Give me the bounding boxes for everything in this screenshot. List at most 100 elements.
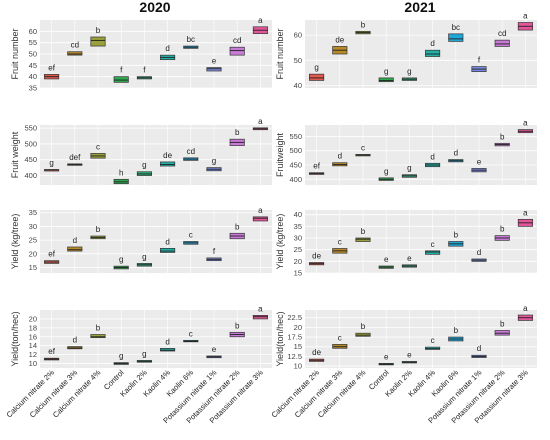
plot-background xyxy=(305,125,537,185)
significance-letter: def xyxy=(69,153,81,162)
significance-letter: e xyxy=(407,350,412,359)
y-tick-label: 60 xyxy=(294,31,302,40)
significance-letter: a xyxy=(258,117,263,126)
y-axis-label: Yield(ton/hec) xyxy=(275,311,285,366)
significance-letter: c xyxy=(189,231,193,240)
y-tick-label: 40 xyxy=(294,81,302,90)
y-tick-label: 22.5 xyxy=(287,313,302,322)
box-9 xyxy=(229,46,245,56)
panel-2021-3: 15 20 25 30 35 40 Yield (kg/tree) de c b e e c b d b a xyxy=(275,208,537,278)
y-tick-label: 12 xyxy=(29,350,37,359)
significance-letter: a xyxy=(258,206,263,215)
y-axis-label: Fruitweight xyxy=(275,132,285,177)
y-tick-label: 55 xyxy=(29,38,37,47)
y-tick-label: 12.5 xyxy=(287,352,302,361)
significance-letter: ef xyxy=(313,162,320,171)
significance-letter: d xyxy=(165,237,169,246)
significance-letter: h xyxy=(119,168,123,177)
significance-letter: g xyxy=(49,159,53,168)
significance-letter: de xyxy=(312,252,321,261)
y-tick-label: 500 xyxy=(289,146,302,155)
significance-letter: b xyxy=(96,225,101,234)
significance-letter: g xyxy=(407,164,411,173)
box-4 xyxy=(378,77,394,83)
significance-letter: cd xyxy=(71,41,79,50)
significance-letter: d xyxy=(165,44,169,53)
box-6 xyxy=(160,247,176,253)
significance-letter: a xyxy=(523,119,528,128)
significance-letter: de xyxy=(335,35,344,44)
significance-letter: b xyxy=(454,326,459,335)
significance-letter: c xyxy=(96,142,100,151)
y-tick-label: 15 xyxy=(294,342,302,351)
y-tick-label: 50 xyxy=(29,50,37,59)
significance-letter: de xyxy=(312,348,321,357)
y-axis-label: Fruit number xyxy=(275,28,285,79)
significance-letter: e xyxy=(384,255,389,264)
significance-letter: c xyxy=(189,329,193,338)
y-tick-label: 20 xyxy=(294,257,302,266)
y-tick-label: 550 xyxy=(289,132,302,141)
box-6 xyxy=(425,250,441,255)
y-tick-label: 10 xyxy=(294,362,302,371)
box-2 xyxy=(67,246,83,252)
significance-letter: a xyxy=(523,304,528,313)
significance-letter: b xyxy=(500,319,505,328)
significance-letter: ef xyxy=(48,63,55,72)
y-tick-label: 550 xyxy=(24,124,37,133)
box-3 xyxy=(90,36,106,47)
panel-2020-3: 15 20 25 30 35 Yield (kg/tree) ef d b g g d c f b a xyxy=(10,206,272,273)
y-tick-label: 400 xyxy=(24,171,37,180)
y-tick-label: 60 xyxy=(29,27,37,36)
y-tick-label: 10 xyxy=(29,359,37,368)
significance-letter: e xyxy=(384,352,389,361)
y-axis-label: Fruit weight xyxy=(10,131,20,178)
significance-letter: f xyxy=(120,66,123,75)
plot-background xyxy=(305,210,537,273)
significance-letter: d xyxy=(454,149,458,158)
significance-letter: b xyxy=(235,222,240,231)
y-axis-label: Yield (kg/tree) xyxy=(10,214,20,270)
significance-letter: d xyxy=(73,236,77,245)
box-1 xyxy=(309,73,325,81)
significance-letter: c xyxy=(431,336,435,345)
box-6 xyxy=(160,161,176,167)
panel-2021-1: 40 50 60 Fruit number g de b g g d bc f cd a xyxy=(275,12,537,90)
significance-letter: b xyxy=(235,321,240,330)
title-2021: 2021 xyxy=(404,0,435,15)
y-tick-label: 500 xyxy=(24,139,37,148)
y-tick-label: 16 xyxy=(29,332,37,341)
significance-letter: b xyxy=(454,231,459,240)
significance-letter: a xyxy=(523,208,528,217)
y-tick-label: 450 xyxy=(24,155,37,164)
y-tick-label: 450 xyxy=(289,161,302,170)
significance-letter: a xyxy=(258,16,263,25)
significance-letter: f xyxy=(213,247,216,256)
significance-letter: b xyxy=(361,322,366,331)
significance-letter: cd xyxy=(187,147,195,156)
significance-letter: g xyxy=(142,161,146,170)
y-tick-label: 17.5 xyxy=(287,333,302,342)
significance-letter: d xyxy=(430,152,434,161)
y-tick-label: 20 xyxy=(29,249,37,258)
box-7 xyxy=(448,33,464,42)
significance-letter: d xyxy=(73,336,77,345)
significance-letter: d xyxy=(338,152,342,161)
significance-letter: d xyxy=(477,248,481,257)
significance-letter: c xyxy=(361,143,365,152)
significance-letter: b xyxy=(500,225,505,234)
significance-letter: bc xyxy=(452,23,460,32)
significance-letter: g xyxy=(407,67,411,76)
plot-background xyxy=(40,125,272,185)
y-tick-label: 35 xyxy=(29,208,37,217)
box-10 xyxy=(252,216,268,222)
significance-letter: g xyxy=(119,255,123,264)
y-tick-label: 50 xyxy=(294,56,302,65)
significance-letter: g xyxy=(142,252,146,261)
significance-letter: a xyxy=(258,304,263,313)
panel-2021-2: 400 450 500 550 Fruitweight ef d c g g d d e b a xyxy=(275,119,537,185)
y-tick-label: 30 xyxy=(294,234,302,243)
y-tick-label: 18 xyxy=(29,323,37,332)
